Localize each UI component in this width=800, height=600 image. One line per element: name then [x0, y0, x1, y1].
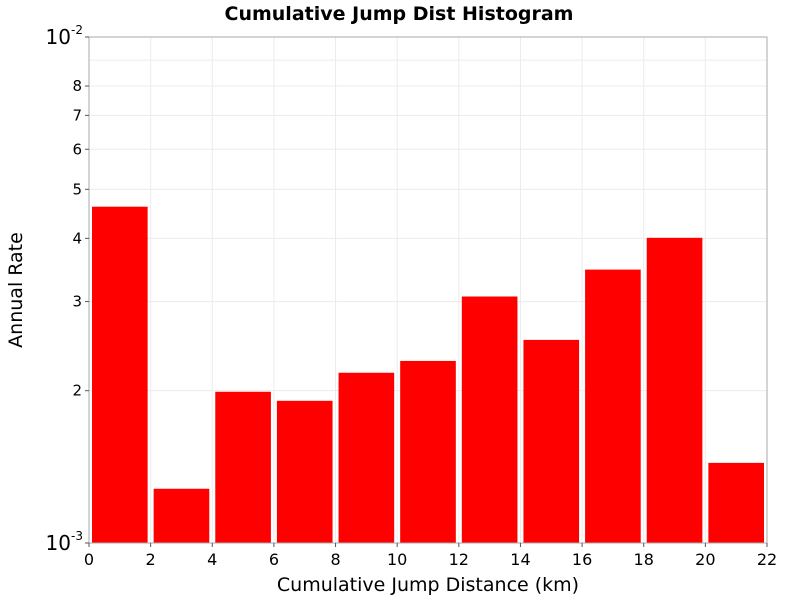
x-tick-label: 22	[757, 550, 777, 569]
y-tick-exponent: -2	[71, 23, 83, 37]
x-tick-label: 16	[572, 550, 592, 569]
x-tick-label: 20	[695, 550, 715, 569]
bar-4-6-km	[215, 391, 271, 543]
x-tick-label: 0	[84, 550, 94, 569]
x-tick-label: 18	[634, 550, 654, 569]
y-tick-label: 3	[72, 293, 82, 311]
plot-area	[88, 36, 768, 544]
chart-title: Cumulative Jump Dist Histogram	[225, 3, 574, 25]
x-tick-label: 8	[330, 550, 340, 569]
x-tick-label: 6	[269, 550, 279, 569]
bar-12-14-km	[461, 296, 518, 543]
x-axis-label: Cumulative Jump Distance (km)	[277, 574, 579, 596]
bar-20-22-km	[708, 462, 764, 543]
x-tick-label: 4	[207, 550, 217, 569]
bar-0-2-km	[92, 206, 148, 543]
y-tick-label: 6	[72, 140, 82, 158]
bars	[92, 206, 764, 543]
bar-16-18-km	[585, 269, 641, 543]
bar-6-8-km	[276, 400, 333, 543]
y-tick-label: 4	[72, 229, 82, 247]
bar-10-12-km	[400, 360, 456, 543]
y-tick-exponent: -3	[71, 529, 83, 543]
bar-2-4-km	[153, 488, 210, 543]
bar-18-20-km	[646, 237, 703, 543]
y-tick-label: 8	[72, 77, 82, 95]
y-tick-label-major: 10	[46, 531, 71, 555]
y-tick-label: 5	[72, 180, 82, 198]
bar-14-16-km	[523, 339, 580, 543]
x-tick-label: 2	[146, 550, 156, 569]
x-tick-label: 10	[387, 550, 407, 569]
x-tick-label: 14	[510, 550, 530, 569]
y-tick-label: 2	[72, 382, 82, 400]
y-tick-label: 7	[72, 106, 82, 124]
y-tick-label-major: 10	[46, 25, 71, 49]
bar-8-10-km	[338, 372, 395, 543]
x-tick-label: 12	[449, 550, 469, 569]
y-axis-label: Annual Rate	[5, 232, 27, 348]
x-axis-ticks: 0 2 4 6 8 10 12 14 16 18 20 22	[84, 543, 777, 569]
